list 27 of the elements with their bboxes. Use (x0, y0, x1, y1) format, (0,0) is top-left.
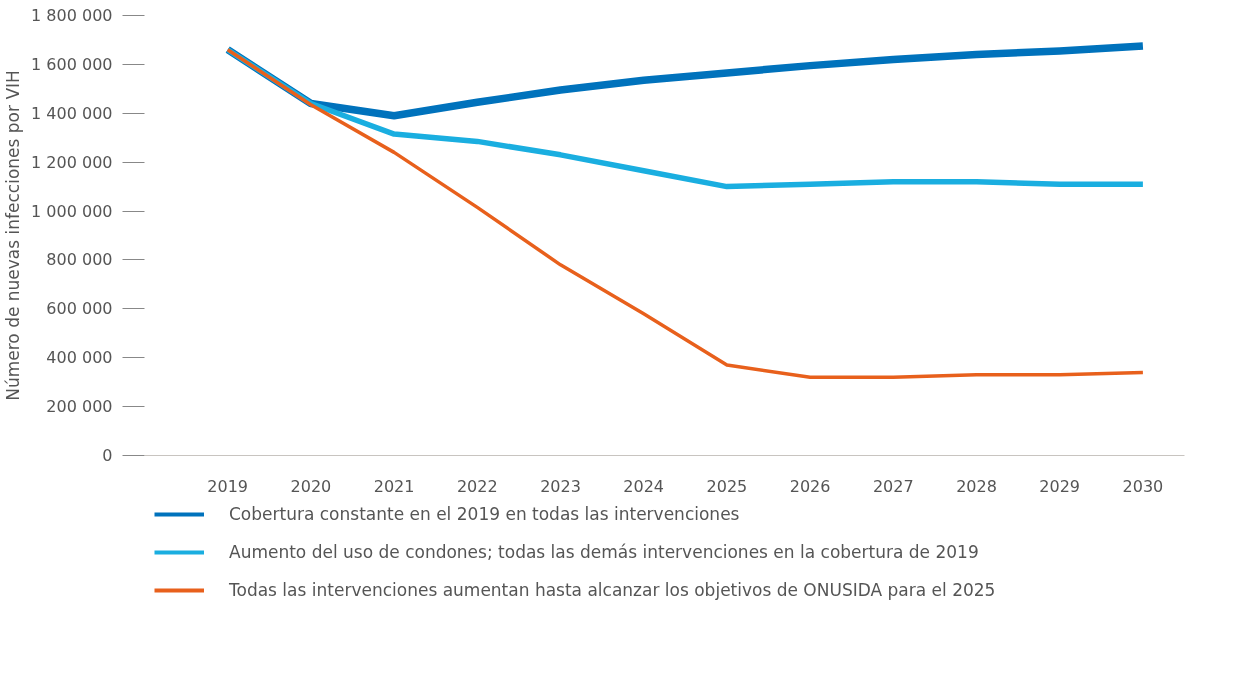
x-tick-label: 2022 (456, 476, 498, 496)
y-tick-label: 1 400 000 (31, 103, 113, 123)
x-tick-label: 2023 (540, 476, 581, 496)
line-series (225, 47, 1145, 380)
x-tick-label: 2024 (623, 476, 665, 496)
y-tick-label: 600 000 (46, 299, 113, 319)
legend-label: Cobertura constante en el 2019 en todas las intervenciones (229, 504, 740, 524)
y-tick-label: 1 600 000 (31, 54, 113, 74)
x-tick-label: 2021 (373, 476, 415, 496)
y-axis-title: Número de nuevas infecciones por VIH (3, 70, 24, 401)
legend-label: Aumento del uso de condones; todas las demás intervenciones en la cobertura de 2019 (229, 542, 979, 562)
x-tick-label: 2020 (290, 476, 332, 496)
x-tick-label: 2019 (207, 476, 249, 496)
y-tick-label: 800 000 (46, 250, 113, 270)
y-tick-label: 400 000 (46, 348, 113, 368)
y-tick-label: 1 200 000 (31, 152, 113, 172)
y-tick-label: 1 000 000 (31, 201, 113, 221)
y-tick-label: 200 000 (46, 397, 113, 417)
y-tick-label: 0 (102, 446, 113, 465)
x-tick-label: 2026 (789, 476, 831, 496)
x-tick-label: 2029 (1039, 476, 1081, 496)
x-tick-label: 2025 (706, 476, 748, 496)
y-tick-label: 1 800 000 (31, 6, 113, 25)
legend-label: Todas las intervenciones aumentan hasta alcanzar los objetivos de ONUSIDA para el 2025 (229, 580, 996, 600)
x-tick-label: 2027 (872, 476, 914, 496)
x-tick-label: 2028 (956, 476, 997, 496)
x-tick-label: 2030 (1122, 476, 1164, 496)
